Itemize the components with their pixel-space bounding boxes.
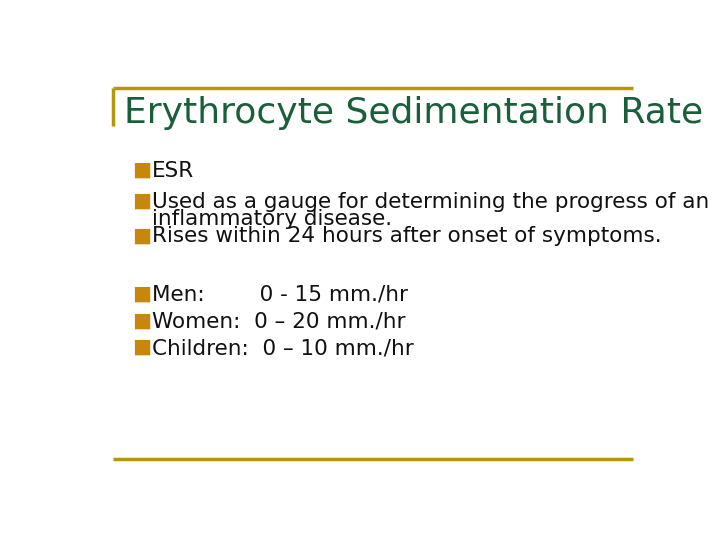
Text: ■: ■ — [132, 311, 152, 330]
Text: Used as a gauge for determining the progress of an: Used as a gauge for determining the prog… — [152, 192, 709, 212]
Text: ■: ■ — [132, 226, 152, 246]
Text: ■: ■ — [132, 338, 152, 357]
Text: Erythrocyte Sedimentation Rate: Erythrocyte Sedimentation Rate — [124, 96, 703, 130]
Text: Children:  0 – 10 mm./hr: Children: 0 – 10 mm./hr — [152, 338, 414, 358]
Text: inflammatory disease.: inflammatory disease. — [152, 209, 392, 229]
Text: Men:        0 - 15 mm./hr: Men: 0 - 15 mm./hr — [152, 284, 408, 304]
Text: ■: ■ — [132, 192, 152, 211]
Text: ■: ■ — [132, 161, 152, 180]
Text: ■: ■ — [132, 284, 152, 303]
Text: ESR: ESR — [152, 161, 194, 181]
Text: Rises within 24 hours after onset of symptoms.: Rises within 24 hours after onset of sym… — [152, 226, 662, 246]
Text: Women:  0 – 20 mm./hr: Women: 0 – 20 mm./hr — [152, 311, 405, 331]
